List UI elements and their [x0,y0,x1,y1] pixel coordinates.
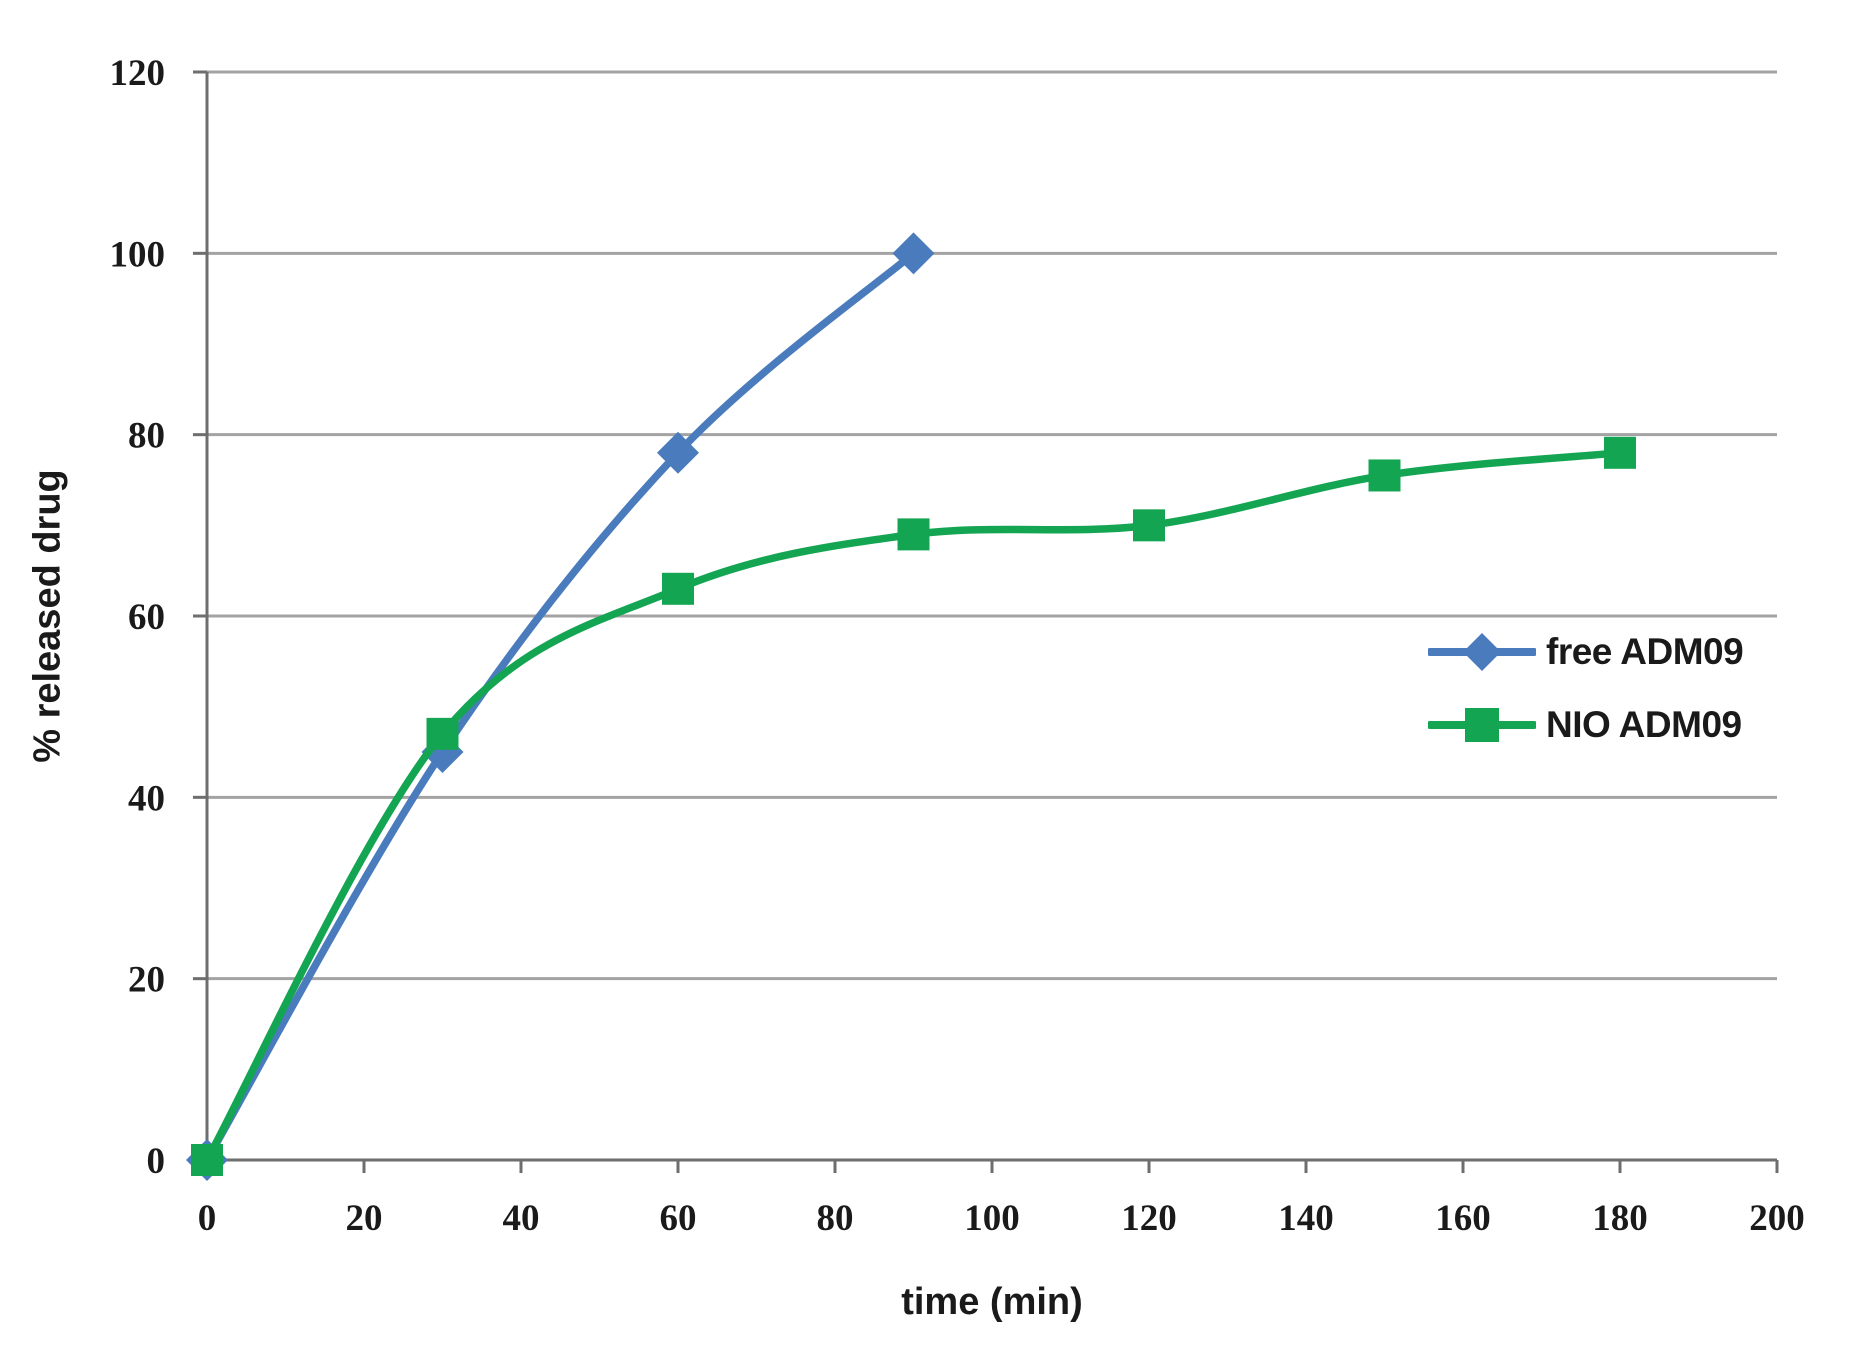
y-tick-label-60: 60 [128,597,165,638]
y-tick-label-40: 40 [128,778,165,819]
legend-label-nio-adm09: NIO ADM09 [1546,704,1742,745]
series-nio-adm09 [191,436,1636,1176]
legend-item-nio-adm09: NIO ADM09 [1428,701,1743,749]
x-tick-label-40: 40 [503,1198,540,1239]
x-axis-title: time (min) [901,1281,1083,1323]
diamond-line-marker-icon [1428,633,1536,671]
x-tick-label-160: 160 [1435,1198,1491,1239]
x-tick-label-180: 180 [1592,1198,1648,1239]
x-tick-label-0: 0 [198,1198,217,1239]
square-marker-nio-adm09-30 [426,717,459,750]
series-layer [186,232,1636,1181]
square-line-marker-icon [1428,708,1536,742]
y-tick-label-0: 0 [147,1141,166,1182]
square-marker-nio-adm09-90 [897,518,930,551]
x-tick-label-120: 120 [1121,1198,1177,1239]
x-tick-label-200: 200 [1749,1198,1805,1239]
x-tick-label-100: 100 [964,1198,1020,1239]
diamond-marker-free-adm09-90 [892,232,935,275]
axis-layer [193,70,1779,1173]
x-tick-label-20: 20 [346,1198,383,1239]
x-tick-label-140: 140 [1278,1198,1334,1239]
tick-label-layer: 0 20 40 60 80 100 120 140 160 180 200 0 20 40 60 80 100 1… [110,53,1805,1239]
series-free-adm09 [186,232,935,1181]
series-line-free-adm09 [203,249,918,1164]
square-marker-nio-adm09-180 [1604,436,1636,469]
square-marker-nio-adm09-0 [191,1144,223,1176]
y-tick-label-80: 80 [128,416,165,457]
square-marker-nio-adm09-60 [662,572,694,605]
y-tick-label-20: 20 [128,960,165,1001]
gridline-layer [207,70,1777,981]
square-marker-nio-adm09-150 [1368,459,1401,492]
square-marker-nio-adm09-120 [1133,509,1165,542]
x-tick-label-80: 80 [817,1198,854,1239]
series-line-nio-adm09 [203,449,1624,1164]
x-tick-label-60: 60 [660,1198,697,1239]
y-axis-title: % released drug [26,469,69,763]
legend-label-free-adm09: free ADM09 [1546,631,1744,672]
y-tick-label-100: 100 [110,234,166,275]
diamond-marker-free-adm09-60 [657,431,699,474]
legend: free ADM09 NIO ADM09 [1428,628,1744,749]
legend-item-free-adm09: free ADM09 [1428,628,1744,676]
y-tick-label-120: 120 [110,53,166,94]
